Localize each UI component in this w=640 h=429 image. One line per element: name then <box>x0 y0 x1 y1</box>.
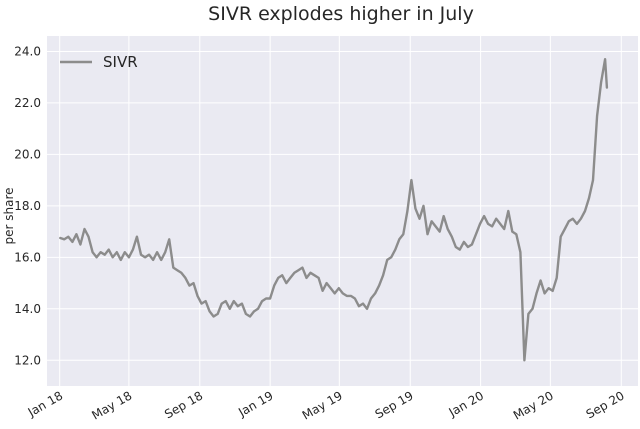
legend: SIVR <box>60 53 138 71</box>
y-tick-label: 24.0 <box>14 44 41 58</box>
x-gridlines <box>59 36 622 386</box>
x-tick-label: Jan 19 <box>235 388 275 419</box>
y-tick-label: 18.0 <box>14 199 41 213</box>
x-tick-label: Jan 18 <box>25 388 65 419</box>
y-axis-label: per share <box>2 187 16 244</box>
series-line <box>59 58 609 362</box>
x-tick-label: May 18 <box>89 388 134 422</box>
x-axis-tick-labels: Jan 18 May 18 Sep 18 Jan 19 May 19 Sep 19 Jan … <box>25 388 627 422</box>
x-tick-label: May 20 <box>511 388 556 422</box>
plot-area <box>47 36 638 386</box>
y-axis-tick-labels: 12.0 14.0 16.0 18.0 20.0 22.0 24.0 <box>14 44 41 367</box>
y-tick-label: 22.0 <box>14 96 41 110</box>
x-tick-label: Jan 20 <box>446 388 486 419</box>
x-tick-label: Sep 18 <box>162 388 205 421</box>
x-tick-label: Sep 20 <box>584 388 627 421</box>
y-tick-label: 20.0 <box>14 147 41 161</box>
x-tick-label: May 19 <box>300 388 345 422</box>
x-tick-label: Sep 19 <box>373 388 416 421</box>
series-group <box>59 58 609 362</box>
y-tick-label: 16.0 <box>14 250 41 264</box>
legend-label: SIVR <box>103 53 138 71</box>
chart-title: SIVR explodes higher in July <box>208 3 474 25</box>
y-tick-label: 12.0 <box>14 353 41 367</box>
y-tick-label: 14.0 <box>14 302 41 316</box>
